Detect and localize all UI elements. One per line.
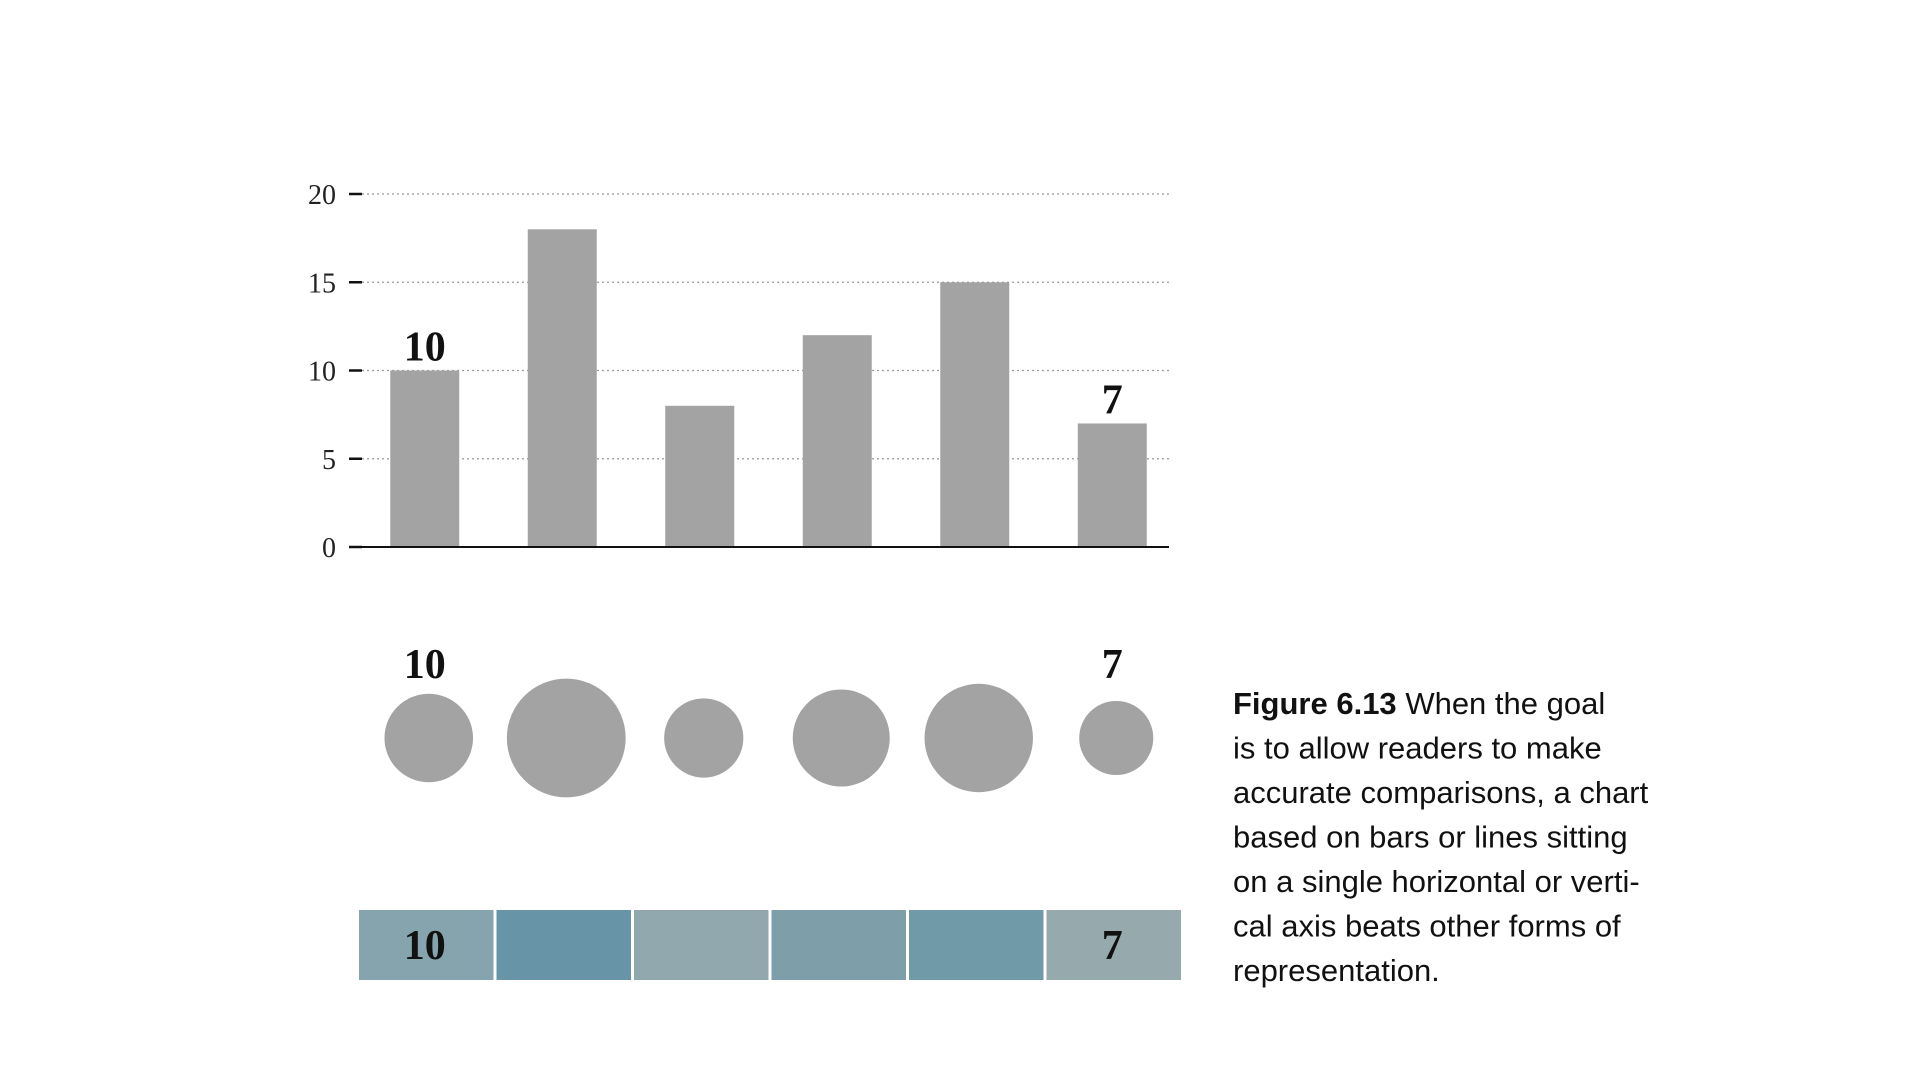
data-label: 10	[404, 642, 446, 688]
caption-line: is to allow readers to make	[1233, 731, 1602, 766]
heat-cell	[1046, 910, 1181, 980]
bar	[802, 335, 872, 547]
caption-line: representation.	[1233, 953, 1440, 988]
data-label: 7	[1102, 642, 1123, 688]
data-label: 7	[1102, 923, 1123, 969]
caption-line: accurate comparisons, a chart	[1233, 775, 1649, 810]
caption-first-line: Figure 6.13 When the goal	[1233, 686, 1605, 721]
data-label: 10	[404, 923, 446, 969]
y-tick-label: 15	[308, 268, 336, 299]
caption-line: When the goal	[1405, 686, 1605, 721]
y-tick-label: 0	[322, 533, 336, 564]
caption-line: cal axis beats other forms of	[1233, 909, 1621, 944]
bar	[527, 229, 597, 548]
data-label: 7	[1102, 377, 1123, 423]
caption-label: Figure 6.13	[1233, 686, 1397, 721]
bubble	[664, 698, 744, 778]
bubble	[1079, 700, 1154, 776]
bar	[665, 405, 735, 547]
bar	[390, 370, 460, 547]
bar	[940, 282, 1010, 547]
heat-cell	[496, 910, 631, 980]
y-tick-label: 20	[308, 180, 336, 211]
caption-line: on a single horizontal or verti-	[1233, 864, 1640, 899]
heat-cell	[634, 910, 769, 980]
y-tick-label: 10	[308, 357, 336, 388]
data-label: 10	[404, 325, 446, 371]
bubble	[506, 678, 626, 798]
bubble	[792, 689, 890, 787]
y-tick-label: 5	[322, 445, 336, 476]
heat-cell	[771, 910, 906, 980]
heat-cell	[359, 910, 494, 980]
caption-line: based on bars or lines sitting	[1233, 820, 1628, 855]
bubble	[924, 683, 1033, 793]
bubble	[384, 693, 474, 783]
bar	[1077, 423, 1147, 547]
heat-cell	[909, 910, 1044, 980]
